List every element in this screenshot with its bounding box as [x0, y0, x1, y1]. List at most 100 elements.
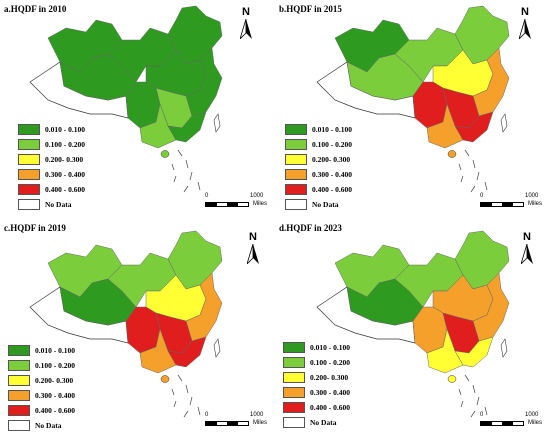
- legend-swatch: [8, 420, 30, 431]
- legend-swatch: [285, 169, 307, 180]
- legend-label: No Data: [45, 200, 72, 209]
- legend-item: 0.400 - 0.600: [18, 182, 85, 197]
- legend-label: 0.010 - 0.100: [310, 343, 350, 352]
- legend-item: 0.010 - 0.100: [18, 122, 85, 137]
- legend-item: 0.100 - 0.200: [18, 137, 85, 152]
- legend: 0.010 - 0.100 0.100 - 0.200 0.200- 0.300 0.…: [285, 122, 352, 212]
- legend-swatch: [283, 402, 305, 413]
- region-southeast: [454, 336, 494, 368]
- map-panel-b: b.HQDF in 2015 N 0.010 - 0.100 0.100 - 0.…: [275, 0, 550, 218]
- north-arrow-icon: N: [517, 231, 537, 265]
- legend-label: 0.400 - 0.600: [45, 185, 85, 194]
- legend-item: 0.010 - 0.100: [285, 122, 352, 137]
- legend-swatch: [283, 342, 305, 353]
- legend-item: 0.010 - 0.100: [8, 343, 75, 358]
- legend-swatch: [8, 360, 30, 371]
- legend-item: No Data: [285, 197, 352, 212]
- island-hainan: [447, 150, 457, 158]
- legend-item: 0.200- 0.300: [283, 370, 350, 385]
- legend-item: 0.400 - 0.600: [285, 182, 352, 197]
- legend-label: 0.010 - 0.100: [312, 125, 352, 134]
- scale-bar: 0 1000 Miles: [480, 193, 543, 207]
- north-arrow-icon: N: [515, 6, 535, 40]
- north-arrow-icon: N: [236, 6, 256, 40]
- legend-item: 0.100 - 0.200: [8, 358, 75, 373]
- island-hainan: [447, 375, 457, 383]
- legend-swatch: [285, 184, 307, 195]
- island-hainan: [160, 150, 170, 158]
- legend-item: 0.200- 0.300: [285, 152, 352, 167]
- legend-label: No Data: [310, 418, 337, 427]
- legend-item: 0.010 - 0.100: [283, 340, 350, 355]
- china-map-b: [316, 5, 510, 193]
- legend-label: 0.010 - 0.100: [35, 346, 75, 355]
- legend-swatch: [18, 139, 40, 150]
- panel-title: b.HQDF in 2015: [279, 4, 342, 14]
- legend-swatch: [8, 390, 30, 401]
- legend-swatch: [8, 405, 30, 416]
- legend-swatch: [18, 184, 40, 195]
- legend-swatch: [285, 139, 307, 150]
- island-taiwan: [213, 113, 221, 133]
- legend-swatch: [18, 124, 40, 135]
- legend: 0.010 - 0.100 0.100 - 0.200 0.200- 0.300 0.…: [18, 122, 85, 212]
- map-panel-c: c.HQDF in 2019 N 0.010 - 0.100 0.100 - 0.…: [0, 219, 275, 437]
- region-southeast: [167, 111, 207, 143]
- legend-label: 0.300 - 0.400: [35, 391, 75, 400]
- legend-item: 0.200- 0.300: [8, 373, 75, 388]
- legend-swatch: [8, 345, 30, 356]
- region-southeast: [167, 336, 207, 368]
- legend-label: 0.300 - 0.400: [312, 170, 352, 179]
- map-panel-d: d.HQDF in 2023 N 0.010 - 0.100 0.100 - 0.…: [275, 219, 550, 437]
- legend-item: 0.100 - 0.200: [283, 355, 350, 370]
- legend: 0.010 - 0.100 0.100 - 0.200 0.200- 0.300 0.…: [283, 340, 350, 430]
- legend-item: 0.400 - 0.600: [8, 403, 75, 418]
- legend-label: 0.400 - 0.600: [312, 185, 352, 194]
- legend-label: 0.200- 0.300: [35, 376, 74, 385]
- south-sea-islands: [458, 149, 488, 193]
- legend-label: 0.010 - 0.100: [45, 125, 85, 134]
- legend-swatch: [18, 154, 40, 165]
- south-sea-islands: [458, 374, 488, 418]
- legend-item: No Data: [18, 197, 85, 212]
- scale-bar: 0 1000 Miles: [205, 193, 268, 207]
- panel-title: a.HQDF in 2010: [4, 4, 67, 14]
- island-taiwan: [500, 338, 508, 358]
- island-taiwan: [500, 113, 508, 133]
- legend-label: 0.100 - 0.200: [45, 140, 85, 149]
- legend-label: 0.100 - 0.200: [310, 358, 350, 367]
- legend-label: 0.400 - 0.600: [35, 406, 75, 415]
- legend-swatch: [18, 169, 40, 180]
- south-sea-islands: [171, 149, 201, 193]
- legend-swatch: [283, 387, 305, 398]
- legend-label: 0.200- 0.300: [45, 155, 84, 164]
- legend-swatch: [283, 372, 305, 383]
- panel-title: c.HQDF in 2019: [4, 223, 66, 233]
- legend-swatch: [285, 154, 307, 165]
- legend-item: 0.300 - 0.400: [283, 385, 350, 400]
- legend-swatch: [285, 199, 307, 210]
- region-southwest: [125, 306, 161, 354]
- legend-item: No Data: [8, 418, 75, 433]
- south-sea-islands: [171, 374, 201, 418]
- legend-item: 0.300 - 0.400: [285, 167, 352, 182]
- legend-swatch: [18, 199, 40, 210]
- scale-bar: 0 1000 Miles: [480, 412, 543, 426]
- china-map-d: [316, 230, 510, 418]
- legend-label: 0.400 - 0.600: [310, 403, 350, 412]
- china-map-c: [29, 230, 223, 418]
- china-map-a: [29, 5, 223, 193]
- legend-item: 0.300 - 0.400: [18, 167, 85, 182]
- region-southwest: [125, 81, 161, 129]
- region-southeast: [454, 111, 494, 143]
- map-panel-a: a.HQDF in 2010 N 0.010 - 0.100 0.100 - 0.…: [0, 0, 275, 218]
- legend: 0.010 - 0.100 0.100 - 0.200 0.200- 0.300 0.…: [8, 343, 75, 433]
- legend-label: No Data: [312, 200, 339, 209]
- legend-swatch: [283, 417, 305, 428]
- legend-item: No Data: [283, 415, 350, 430]
- legend-swatch: [8, 375, 30, 386]
- region-southwest: [412, 306, 448, 354]
- north-arrow-icon: N: [243, 231, 263, 265]
- legend-label: 0.200- 0.300: [310, 373, 349, 382]
- legend-item: 0.100 - 0.200: [285, 137, 352, 152]
